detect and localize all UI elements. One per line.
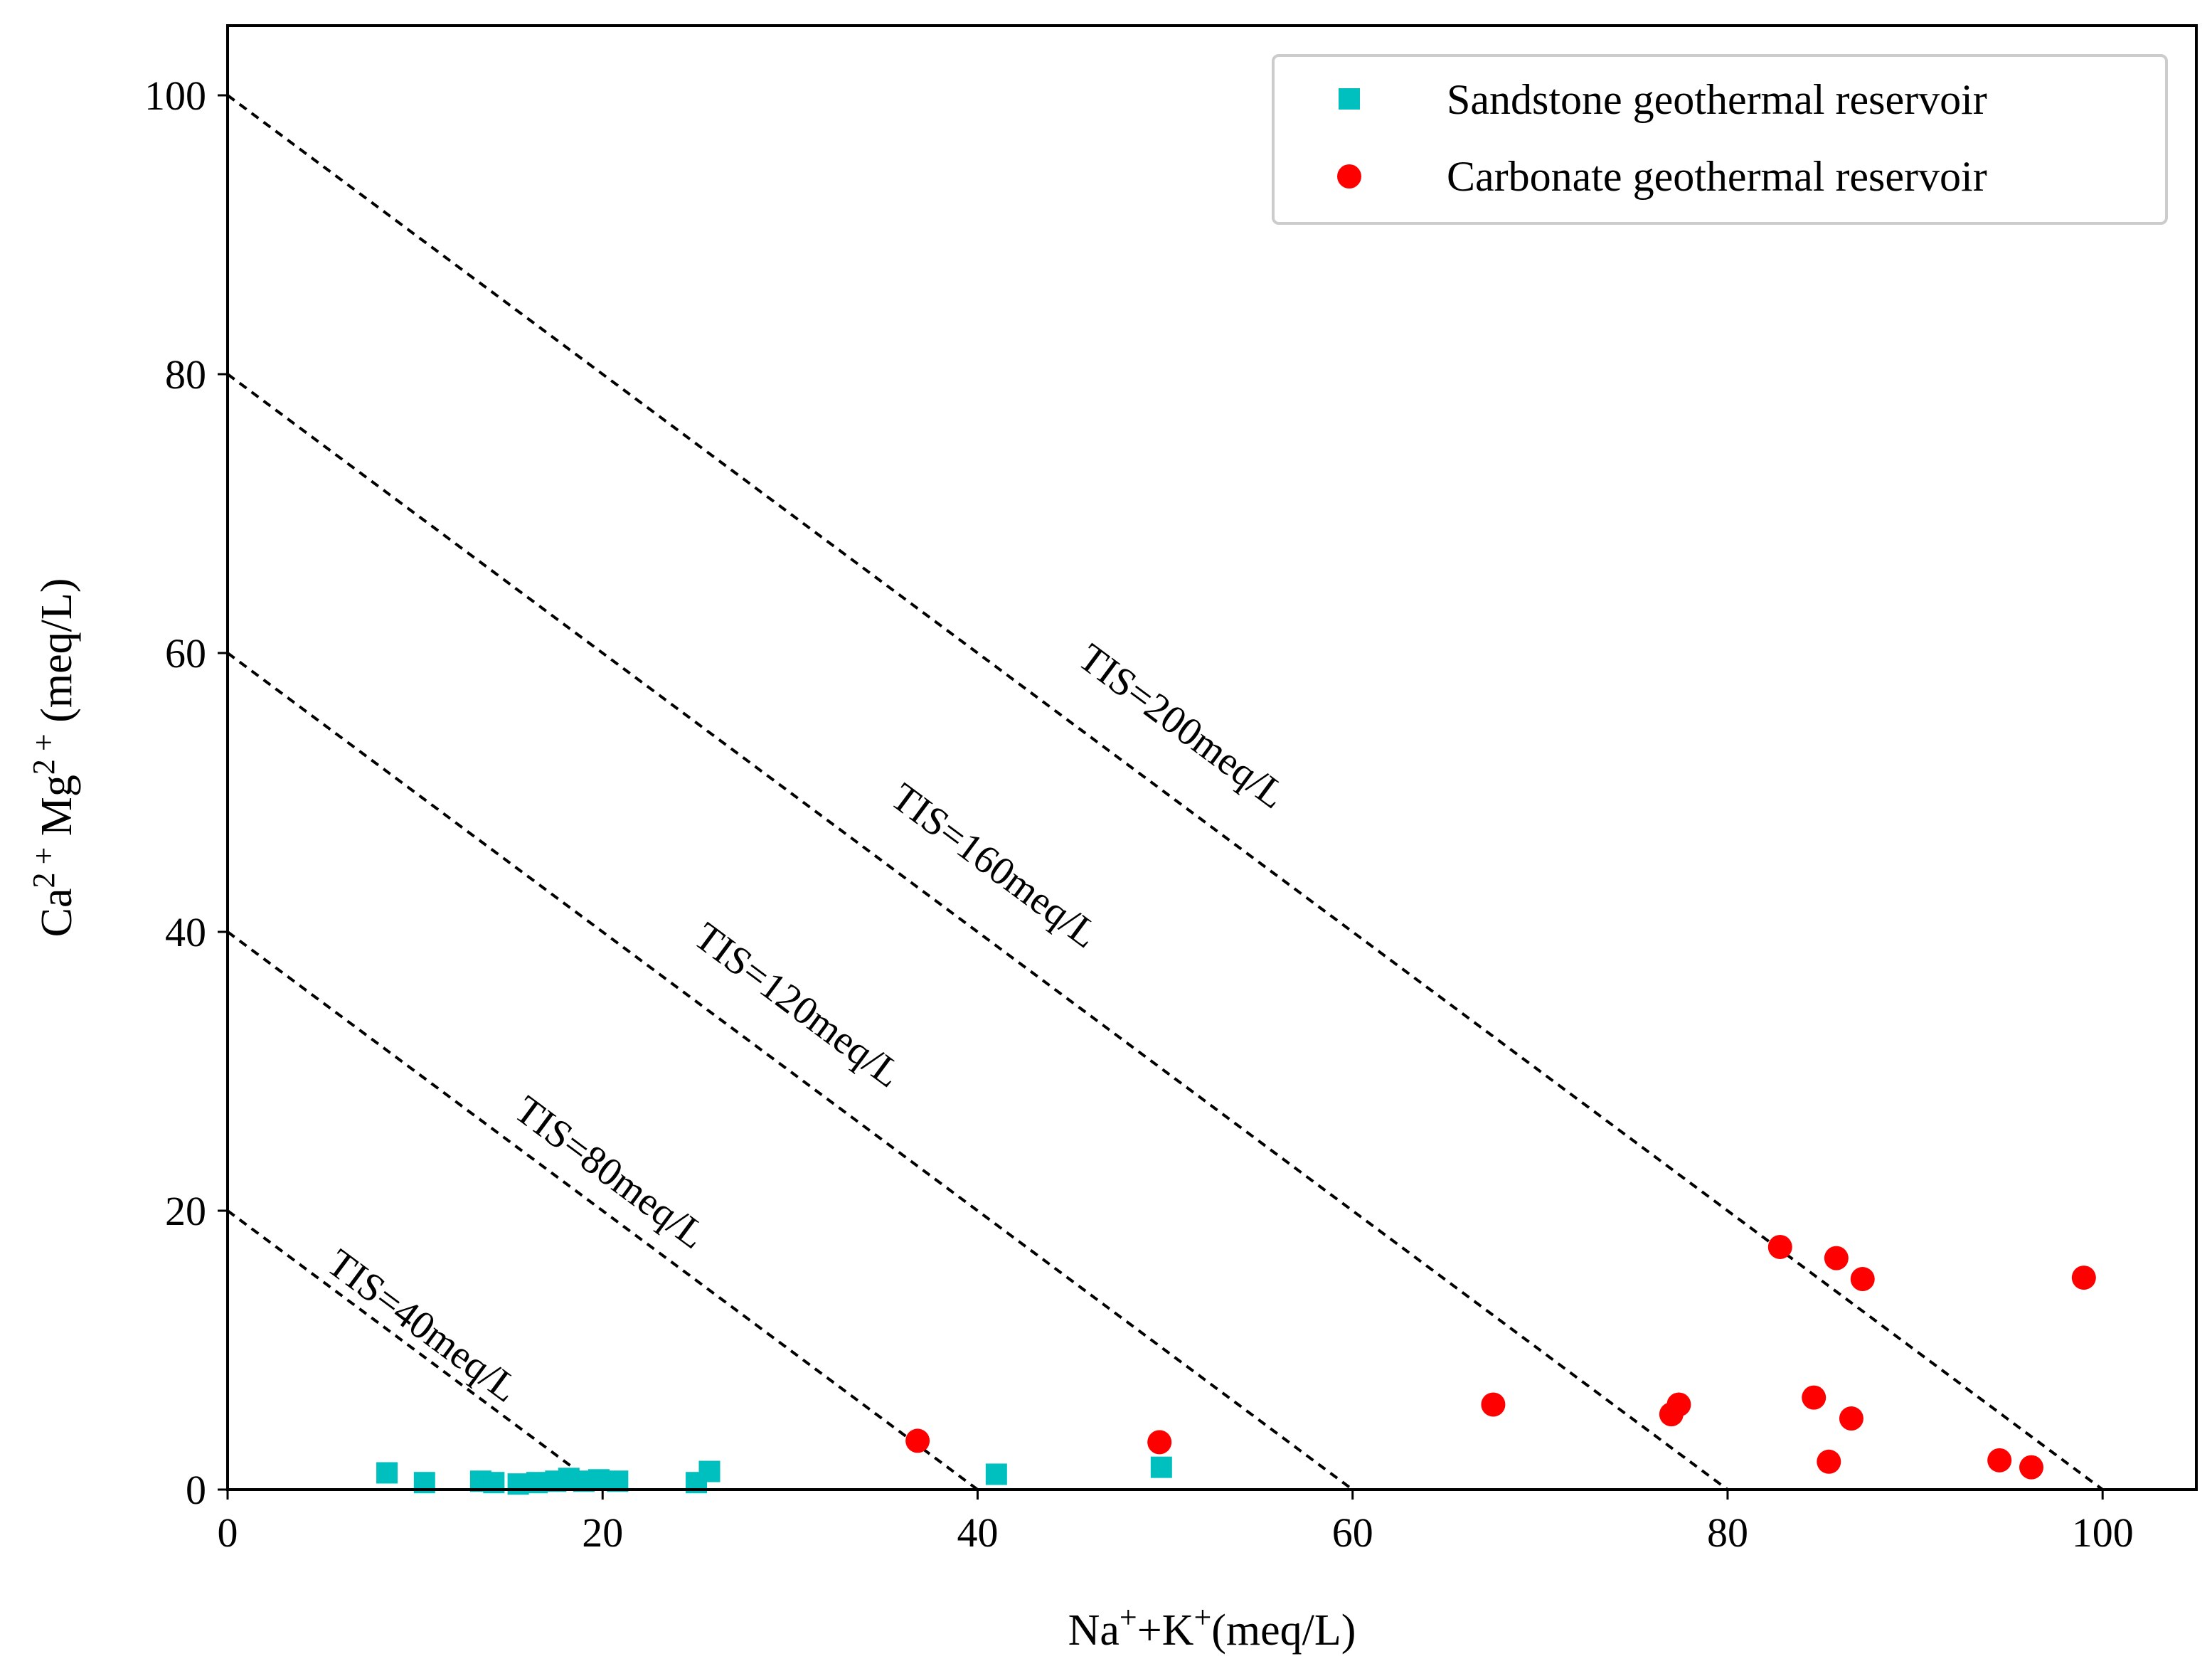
data-point-carbonate xyxy=(1987,1448,2012,1473)
data-point-carbonate xyxy=(1481,1392,1506,1417)
x-axis-label: Na++K+(meq/L) xyxy=(1068,1600,1356,1655)
y-tick-label: 20 xyxy=(165,1188,206,1234)
plot-frame xyxy=(226,24,2198,1491)
data-point-sandstone xyxy=(587,1469,610,1491)
y-axis-ticks: 0 20 40 60 80 100 xyxy=(144,73,228,1513)
reference-line xyxy=(226,373,1729,1491)
y-tick-label: 80 xyxy=(165,351,206,398)
data-point-carbonate xyxy=(1839,1406,1863,1431)
legend-box xyxy=(1272,54,2168,225)
x-axis-ticks: 0 20 40 60 80 100 xyxy=(218,1490,2134,1556)
legend: Sandstone geothermal reservoir Carbonate… xyxy=(1272,54,2168,225)
data-points xyxy=(376,1234,2096,1495)
data-point-sandstone xyxy=(376,1462,398,1484)
x-tick-label: 20 xyxy=(582,1510,623,1556)
x-tick-label: 60 xyxy=(1332,1510,1373,1556)
data-point-carbonate xyxy=(1802,1385,1827,1410)
x-tick-label: 80 xyxy=(1707,1510,1748,1556)
y-axis-label: Ca2 + Mg2 + (meq/L) xyxy=(26,578,81,938)
data-point-carbonate xyxy=(2019,1455,2044,1480)
data-point-sandstone xyxy=(1150,1456,1172,1478)
x-tick-label: 0 xyxy=(218,1510,238,1556)
legend-label-sandstone: Sandstone geothermal reservoir xyxy=(1447,76,1987,123)
data-point-sandstone xyxy=(507,1473,529,1495)
x-tick-label: 40 xyxy=(957,1510,998,1556)
legend-marker-carbonate xyxy=(1337,164,1361,189)
legend-marker-sandstone xyxy=(1339,88,1360,110)
data-point-carbonate xyxy=(2071,1266,2096,1290)
reference-lines xyxy=(226,94,2104,1491)
y-tick-label: 60 xyxy=(165,630,206,677)
reference-line xyxy=(226,94,2104,1491)
y-tick-label: 40 xyxy=(165,909,206,955)
data-point-carbonate xyxy=(905,1428,930,1453)
data-point-carbonate xyxy=(1767,1234,1792,1259)
x-tick-label: 100 xyxy=(2072,1510,2134,1556)
reference-line xyxy=(226,1209,604,1491)
data-point-carbonate xyxy=(1666,1392,1691,1417)
data-point-carbonate xyxy=(1850,1267,1875,1292)
y-tick-label: 0 xyxy=(186,1467,206,1513)
reference-line xyxy=(226,652,1354,1491)
data-point-sandstone xyxy=(985,1463,1007,1485)
data-point-carbonate xyxy=(1824,1246,1849,1270)
data-point-carbonate xyxy=(1147,1430,1172,1455)
reference-line xyxy=(226,930,979,1491)
data-point-carbonate xyxy=(1817,1449,1841,1474)
y-tick-label: 100 xyxy=(144,73,206,119)
data-point-sandstone xyxy=(698,1460,721,1482)
legend-label-carbonate: Carbonate geothermal reservoir xyxy=(1447,153,1987,200)
